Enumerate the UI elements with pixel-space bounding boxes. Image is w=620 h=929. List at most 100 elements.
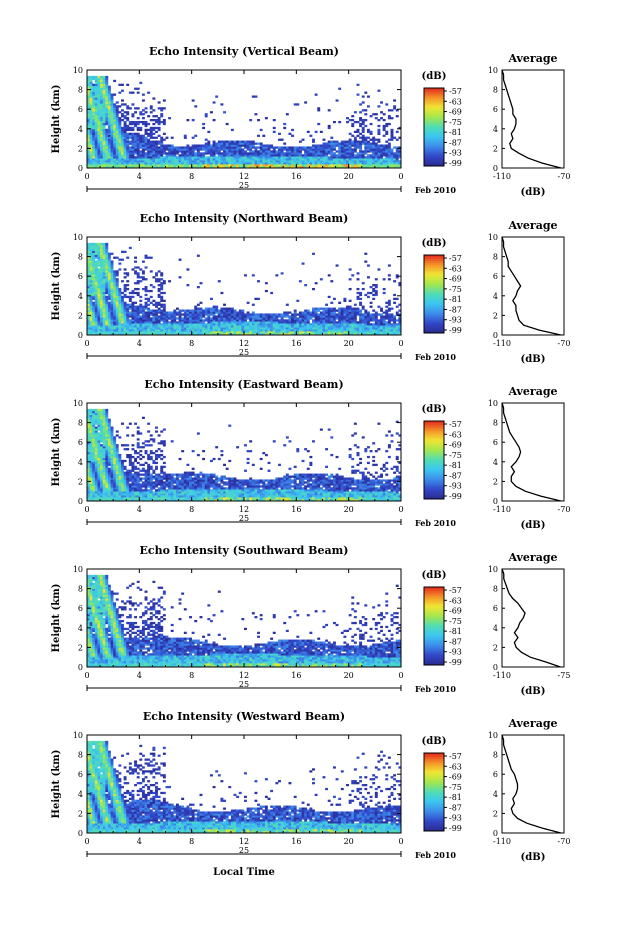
heatmap-cell — [223, 160, 226, 163]
heatmap-cell — [102, 284, 106, 287]
heatmap-cell — [236, 142, 240, 145]
heatmap-cell — [97, 307, 101, 310]
heatmap-cell — [92, 438, 96, 441]
heatmap-cell — [97, 452, 101, 455]
heatmap-cell — [377, 329, 381, 332]
heatmap-cell — [275, 166, 279, 169]
heatmap-cell — [301, 315, 305, 318]
heatmap-cell — [335, 162, 339, 165]
heatmap-cell — [369, 164, 373, 167]
heatmap-cell — [110, 144, 114, 147]
heatmap-cell — [97, 299, 101, 302]
heatmap-cell — [199, 160, 203, 163]
heatmap-cell — [207, 313, 211, 316]
heatmap-cell — [204, 307, 208, 310]
heatmap-cell — [236, 154, 240, 157]
heatmap-cell — [366, 156, 370, 159]
heatmap-cell — [264, 166, 268, 169]
heatmap-cell — [225, 152, 229, 155]
heatmap-cell — [202, 319, 206, 322]
heatmap-cell — [199, 329, 203, 332]
heatmap-cell — [202, 321, 206, 324]
heatmap-cell — [380, 309, 383, 312]
heatmap-cell — [348, 311, 352, 314]
heatmap-cell — [94, 97, 98, 100]
heatmap-cell — [233, 156, 237, 159]
heatmap-cell — [361, 152, 365, 155]
heatmap-cell — [92, 323, 96, 326]
heatmap-cell — [136, 293, 140, 297]
colorbar-swatch — [424, 158, 444, 161]
heatmap-cell — [327, 150, 331, 153]
heatmap-cell — [87, 89, 90, 92]
heatmap-cell — [183, 309, 187, 312]
heatmap-cell — [340, 323, 344, 326]
heatmap-cell — [94, 307, 98, 310]
heatmap-cell — [144, 132, 148, 135]
heatmap-cell — [87, 99, 90, 102]
heatmap-cell — [102, 297, 106, 301]
heatmap-cell — [330, 280, 334, 283]
heatmap-cell — [275, 329, 279, 332]
heatmap-cell — [141, 93, 145, 96]
heatmap-cell — [223, 331, 226, 334]
heatmap-cell — [107, 99, 111, 102]
heatmap-cell — [97, 272, 101, 275]
heatmap-cell — [144, 111, 148, 114]
heatmap-cell — [246, 301, 250, 304]
heatmap-cell — [139, 305, 143, 308]
heatmap-cell — [152, 122, 156, 126]
heatmap-cell — [113, 130, 117, 134]
heatmap-cell — [385, 323, 389, 326]
heatmap-cell — [364, 142, 368, 145]
heatmap-cell — [199, 301, 203, 304]
heatmap-cell — [228, 331, 232, 334]
heatmap-cell — [194, 146, 198, 149]
heatmap-cell — [149, 130, 153, 134]
heatmap-cell — [100, 303, 103, 306]
heatmap-cell — [134, 327, 138, 330]
heatmap-cell — [89, 270, 93, 273]
heatmap-cell — [338, 152, 342, 155]
heatmap-cell — [217, 150, 221, 153]
heatmap-cell — [100, 103, 103, 106]
heatmap-cell — [89, 282, 93, 285]
heatmap-cell — [212, 160, 216, 163]
heatmap-cell — [94, 434, 98, 437]
heatmap-cell — [390, 130, 394, 134]
heatmap-cell — [353, 156, 357, 159]
heatmap-cell — [359, 132, 363, 135]
heatmap-cell — [102, 158, 106, 161]
heatmap-cell — [312, 327, 315, 330]
heatmap-cell — [217, 166, 221, 169]
heatmap-cell — [100, 459, 103, 463]
heatmap-cell — [264, 333, 268, 336]
heatmap-cell — [348, 319, 352, 322]
heatmap-cell — [366, 154, 370, 157]
heatmap-cell — [202, 160, 206, 163]
heatmap-cell — [348, 323, 352, 326]
heatmap-cell — [351, 317, 355, 320]
heatmap-cell — [107, 120, 111, 124]
heatmap-cell — [304, 150, 308, 153]
heatmap-cell — [128, 325, 132, 328]
heatmap-cell — [110, 317, 114, 320]
heatmap-cell — [168, 117, 172, 120]
heatmap-cell — [92, 457, 96, 461]
heatmap-cell — [107, 97, 111, 100]
heatmap-cell — [87, 428, 90, 431]
heatmap-cell — [100, 452, 103, 455]
heatmap-cell — [113, 270, 117, 273]
heatmap-cell — [123, 303, 127, 306]
heatmap-cell — [296, 154, 300, 157]
heatmap-cell — [259, 321, 263, 324]
heatmap-cell — [107, 128, 111, 132]
heatmap-cell — [123, 144, 127, 147]
heatmap-cell — [100, 446, 103, 449]
heatmap-cell — [233, 313, 237, 316]
heatmap-cell — [230, 315, 234, 318]
heatmap-cell — [92, 313, 96, 316]
heatmap-cell — [134, 311, 138, 314]
heatmap-cell — [92, 130, 96, 134]
heatmap-cell — [189, 315, 192, 318]
